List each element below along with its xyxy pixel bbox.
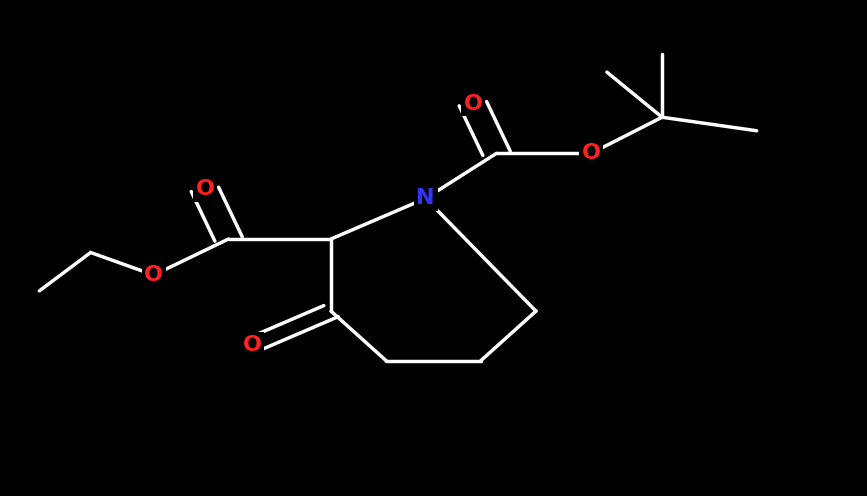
Text: O: O (144, 265, 163, 285)
Text: O: O (582, 143, 601, 163)
Text: O: O (195, 180, 214, 199)
Text: N: N (416, 188, 435, 208)
Text: O: O (463, 94, 482, 114)
Text: O: O (243, 335, 262, 355)
